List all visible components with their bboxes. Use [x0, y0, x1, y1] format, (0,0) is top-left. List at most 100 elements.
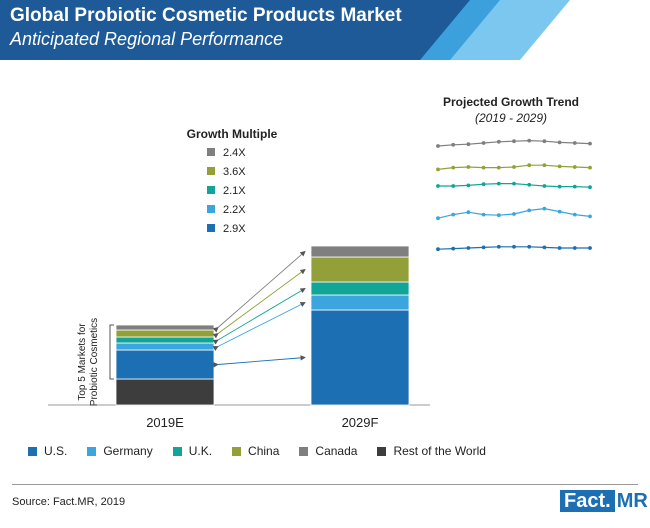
growth-multiple-swatch-4: [207, 224, 215, 232]
bar-segment-2029F-1: [310, 309, 410, 406]
factmr-logo: Fact. MR: [560, 490, 648, 512]
bracket-label-line2: Probiotic Cosmetics: [89, 318, 100, 406]
bar-segment-2029F-3: [310, 281, 410, 296]
trend-point-3-8: [557, 209, 562, 214]
legend-item-2: U.K.: [172, 444, 213, 458]
legend-label: Rest of the World: [393, 444, 486, 458]
bar-segment-2019E-3: [115, 336, 215, 344]
trend-point-4-3: [481, 245, 486, 250]
trend-point-2-4: [496, 181, 501, 186]
trend-point-3-6: [527, 208, 532, 213]
growth-connector-2: [212, 302, 306, 351]
growth-connector-4: [212, 268, 306, 339]
growth-multiple-swatch-1: [207, 167, 215, 175]
legend-label: Canada: [315, 444, 358, 458]
legend-label: U.S.: [44, 444, 68, 458]
logo-part-1: Fact.: [560, 490, 615, 512]
trend-point-4-4: [496, 244, 501, 249]
trend-point-4-10: [588, 246, 592, 250]
banner-graphic: [0, 0, 570, 60]
trend-point-3-1: [451, 212, 456, 217]
trend-point-0-3: [481, 141, 486, 145]
legend-item-4: Canada: [299, 444, 357, 458]
trend-point-2-0: [436, 184, 440, 188]
trend-point-0-4: [496, 139, 501, 144]
trend-point-0-1: [451, 142, 456, 147]
growth-multiple-swatch-0: [207, 148, 215, 156]
trend-point-3-7: [542, 206, 547, 211]
bar-segment-2029F-4: [310, 256, 410, 283]
growth-connector-1: [213, 355, 306, 368]
trend-point-0-10: [588, 141, 592, 146]
trend-point-2-9: [572, 184, 577, 189]
trend-point-2-1: [451, 184, 456, 188]
trend-point-2-6: [527, 182, 532, 187]
bar-segment-2019E-0: [115, 378, 215, 406]
header-banner: Global Probiotic Cosmetic Products Marke…: [0, 0, 650, 60]
trend-point-1-7: [542, 163, 547, 168]
trend-point-4-7: [542, 245, 547, 250]
source-text: Source: Fact.MR, 2019: [12, 496, 126, 508]
legend-swatch: [299, 446, 309, 456]
x-tick-label-2029F: 2029F: [342, 415, 379, 430]
page-subtitle: Anticipated Regional Performance: [10, 29, 284, 49]
trend-point-1-5: [512, 165, 516, 169]
trend-point-2-10: [588, 185, 592, 190]
trend-point-1-1: [451, 165, 456, 170]
legend-swatch: [172, 446, 182, 456]
growth-connector-3: [212, 288, 306, 345]
trend-point-0-8: [557, 140, 562, 145]
bar-segment-2019E-1: [115, 349, 215, 380]
growth-multiple-label-0: 2.4X: [223, 147, 246, 159]
x-tick-label-2019E: 2019E: [146, 415, 184, 430]
legend-swatch: [232, 446, 242, 456]
trend-point-4-6: [527, 244, 532, 249]
trend-point-4-8: [557, 246, 562, 250]
trend-point-1-4: [496, 165, 501, 170]
legend-label: U.K.: [188, 444, 213, 458]
trend-point-3-0: [436, 216, 440, 221]
trend-point-1-2: [466, 165, 471, 169]
page-title: Global Probiotic Cosmetic Products Marke…: [10, 5, 402, 26]
growth-multiple-swatch-3: [207, 205, 215, 213]
trend-point-3-4: [496, 213, 501, 218]
trend-point-0-7: [542, 139, 547, 144]
trend-point-4-9: [572, 246, 577, 250]
trend-point-2-5: [512, 181, 516, 186]
trend-point-4-1: [451, 246, 456, 251]
footer-divider: [12, 484, 638, 485]
legend-item-1: Germany: [87, 444, 153, 458]
growth-multiple-label-3: 2.2X: [223, 204, 246, 216]
legend-label: China: [248, 444, 280, 458]
legend-item-5: Rest of the World: [377, 444, 486, 458]
growth-connector-5: [212, 250, 306, 333]
trend-point-1-8: [557, 164, 562, 169]
trend-point-0-6: [527, 138, 532, 143]
trend-title: Projected Growth Trend: [443, 95, 579, 109]
trend-point-1-9: [572, 165, 577, 169]
bar-segment-2019E-5: [115, 324, 215, 331]
chart-area: 2019E 2029F Top 5 Markets for Probiotic Cos…: [48, 95, 592, 430]
legend-label: Germany: [103, 444, 153, 458]
trend-point-2-2: [466, 183, 471, 188]
trend-point-3-10: [588, 214, 592, 219]
logo-part-2: MR: [616, 489, 648, 512]
trend-point-2-7: [542, 184, 547, 188]
trend-point-0-9: [572, 141, 577, 145]
trend-point-0-2: [466, 142, 471, 147]
trend-point-0-0: [436, 144, 440, 148]
trend-point-2-8: [557, 184, 562, 189]
legend-item-0: U.S.: [28, 444, 67, 458]
growth-multiple-label-1: 3.6X: [223, 166, 246, 178]
trend-point-1-6: [527, 163, 532, 168]
trend-point-2-3: [481, 182, 486, 187]
bar-segment-2019E-4: [115, 329, 215, 338]
chart-legend: U.S. Germany U.K. China Canada Rest of the Wo…: [28, 444, 506, 458]
legend-swatch: [28, 446, 37, 456]
top5-bracket: [109, 324, 114, 380]
bracket-label-line1: Top 5 Markets for: [77, 323, 88, 401]
trend-subtitle: (2019 - 2029): [475, 111, 547, 125]
trend-point-3-2: [466, 210, 471, 215]
trend-point-1-3: [481, 165, 486, 170]
trend-point-4-2: [466, 246, 471, 250]
